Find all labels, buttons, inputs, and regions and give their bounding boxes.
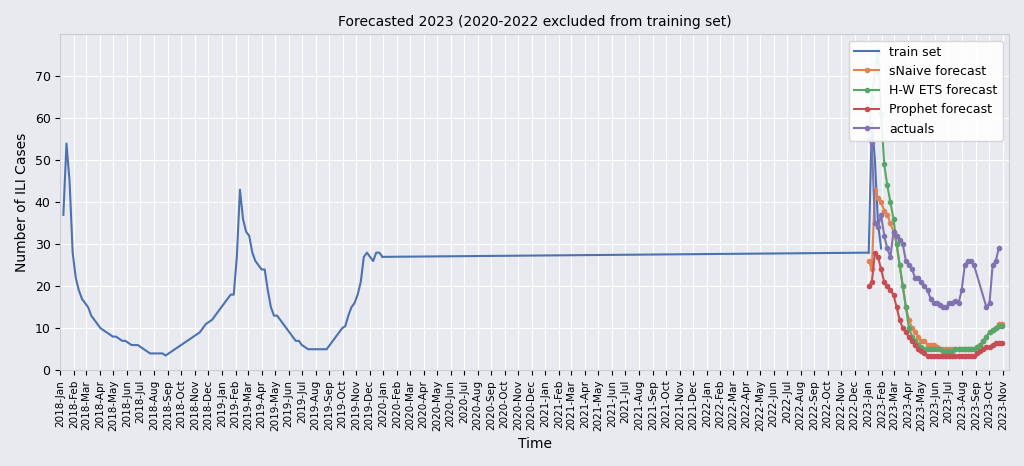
Legend: train set, sNaive forecast, H-W ETS forecast, Prophet forecast, actuals: train set, sNaive forecast, H-W ETS fore… bbox=[850, 41, 1002, 141]
Line: Prophet forecast: Prophet forecast bbox=[866, 251, 1004, 357]
Line: train set: train set bbox=[63, 144, 382, 356]
Line: H-W ETS forecast: H-W ETS forecast bbox=[866, 49, 1004, 353]
Line: actuals: actuals bbox=[866, 137, 1000, 309]
Title: Forecasted 2023 (2020-2022 excluded from training set): Forecasted 2023 (2020-2022 excluded from… bbox=[338, 15, 731, 29]
Y-axis label: Number of ILI Cases: Number of ILI Cases bbox=[15, 133, 29, 272]
X-axis label: Time: Time bbox=[518, 437, 552, 451]
Line: sNaive forecast: sNaive forecast bbox=[866, 188, 1004, 351]
